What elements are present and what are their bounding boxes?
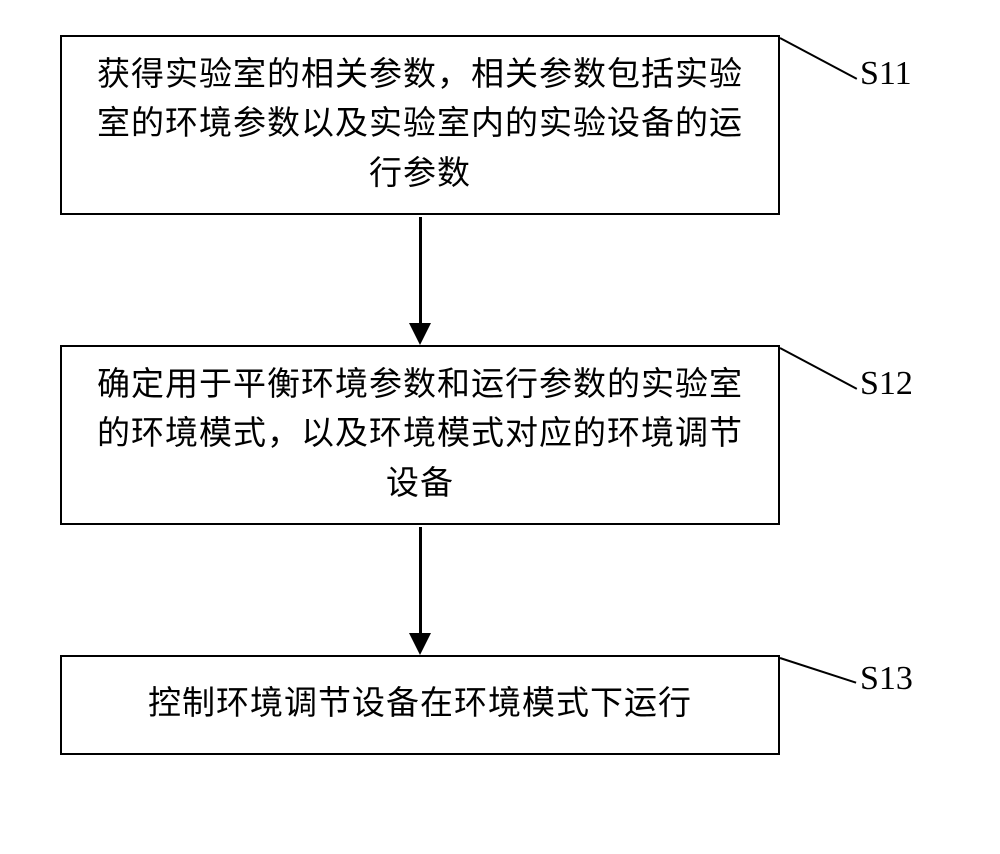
flowchart-box-s12: 确定用于平衡环境参数和运行参数的实验室的环境模式，以及环境模式对应的环境调节设备: [60, 345, 780, 525]
flowchart-box-s11: 获得实验室的相关参数，相关参数包括实验室的环境参数以及实验室内的实验设备的运行参…: [60, 35, 780, 215]
box-text-s11: 获得实验室的相关参数，相关参数包括实验室的环境参数以及实验室内的实验设备的运行参…: [92, 51, 748, 200]
label-s11: S11: [860, 55, 912, 93]
box-text-s13: 控制环境调节设备在环境模式下运行: [148, 680, 692, 730]
arrow-line-1: [419, 217, 422, 325]
label-s13: S13: [860, 660, 913, 698]
arrow-line-2: [419, 527, 422, 635]
flowchart-box-s13: 控制环境调节设备在环境模式下运行: [60, 655, 780, 755]
leader-line-s12: [780, 347, 858, 390]
box-text-s12: 确定用于平衡环境参数和运行参数的实验室的环境模式，以及环境模式对应的环境调节设备: [92, 361, 748, 510]
arrow-head-1: [409, 323, 431, 345]
arrow-head-2: [409, 633, 431, 655]
label-s12: S12: [860, 365, 913, 403]
leader-line-s11: [780, 37, 858, 80]
leader-line-s13: [780, 657, 857, 684]
